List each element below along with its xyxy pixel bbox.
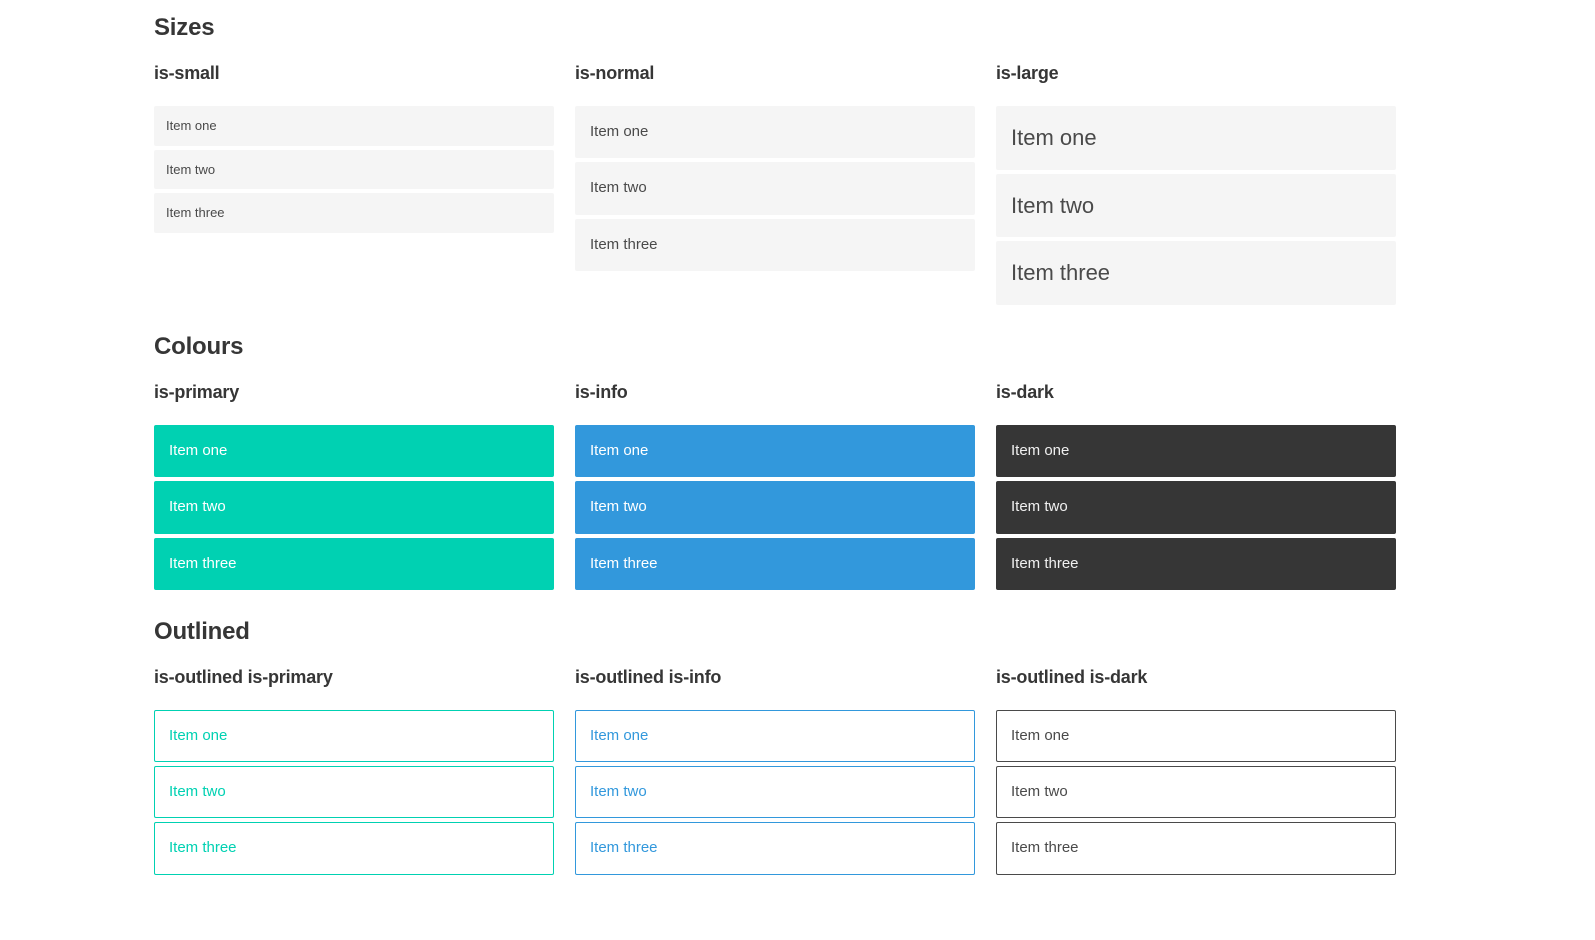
list-item: Item two xyxy=(575,481,975,534)
list-item: Item three xyxy=(154,537,554,590)
section-outlined: Outlined is-outlined is-primary Item one… xyxy=(154,618,1396,879)
group-label: is-dark xyxy=(996,382,1054,403)
column-is-large: is-large Item one Item two Item three xyxy=(996,63,1396,309)
list-item: Item one xyxy=(154,425,554,478)
list-item: Item two xyxy=(575,766,975,819)
block-list: Item one Item two Item three xyxy=(575,425,975,590)
list-item: Item three xyxy=(996,537,1396,590)
column-is-outlined-is-dark: is-outlined is-dark Item one Item two It… xyxy=(996,667,1396,879)
list-item: Item one xyxy=(575,425,975,478)
list-item: Item one xyxy=(996,709,1396,763)
group-label: is-normal xyxy=(575,63,655,83)
column-is-small: is-small Item one Item two Item three xyxy=(154,63,554,309)
columns-row: is-primary Item one Item two Item three … xyxy=(154,382,1396,594)
list-item: Item two xyxy=(996,481,1396,534)
block-list: Item one Item two Item three xyxy=(154,709,554,875)
list-item: Item two xyxy=(996,173,1396,238)
group-label: is-outlined is-dark xyxy=(996,666,1148,687)
list-item: Item one xyxy=(575,106,975,159)
list-item: Item three xyxy=(575,537,975,590)
list-item: Item one xyxy=(996,425,1396,478)
section-sizes: Sizes is-small Item one Item two Item th… xyxy=(154,14,1396,309)
section-title: Outlined xyxy=(154,617,250,645)
group-label: is-small xyxy=(154,63,220,83)
list-item: Item one xyxy=(154,106,554,146)
group-label: is-outlined is-primary xyxy=(154,666,333,687)
list-item: Item two xyxy=(154,481,554,534)
block-list: Item one Item two Item three xyxy=(996,106,1396,306)
section-title: Colours xyxy=(154,333,244,361)
list-item: Item one xyxy=(575,709,975,763)
list-item: Item two xyxy=(154,149,554,190)
list-item: Item two xyxy=(996,766,1396,819)
block-list: Item one Item two Item three xyxy=(575,106,975,271)
columns-row: is-outlined is-primary Item one Item two… xyxy=(154,667,1396,879)
column-is-outlined-is-info: is-outlined is-info Item one Item two It… xyxy=(575,667,975,879)
columns-row: is-small Item one Item two Item three is… xyxy=(154,63,1396,309)
group-label: is-info xyxy=(575,382,628,403)
group-label: is-primary xyxy=(154,382,240,403)
block-list: Item one Item two Item three xyxy=(996,425,1396,590)
list-item: Item two xyxy=(575,162,975,215)
page: Sizes is-small Item one Item two Item th… xyxy=(154,14,1396,879)
column-is-primary: is-primary Item one Item two Item three xyxy=(154,382,554,594)
group-label: is-outlined is-info xyxy=(575,666,722,687)
list-item: Item three xyxy=(575,822,975,875)
list-item: Item one xyxy=(154,709,554,763)
list-item: Item two xyxy=(154,766,554,819)
section-title: Sizes xyxy=(154,14,215,41)
column-is-dark: is-dark Item one Item two Item three xyxy=(996,382,1396,594)
list-item: Item three xyxy=(154,822,554,875)
column-is-normal: is-normal Item one Item two Item three xyxy=(575,63,975,309)
block-list: Item one Item two Item three xyxy=(996,709,1396,875)
group-label: is-large xyxy=(996,63,1059,83)
list-item: Item three xyxy=(996,241,1396,306)
list-item: Item one xyxy=(996,106,1396,170)
block-list: Item one Item two Item three xyxy=(154,106,554,233)
column-is-info: is-info Item one Item two Item three xyxy=(575,382,975,594)
list-item: Item three xyxy=(154,193,554,233)
column-is-outlined-is-primary: is-outlined is-primary Item one Item two… xyxy=(154,667,554,879)
section-colours: Colours is-primary Item one Item two Ite… xyxy=(154,333,1396,594)
list-item: Item three xyxy=(575,218,975,271)
list-item: Item three xyxy=(996,822,1396,875)
block-list: Item one Item two Item three xyxy=(575,709,975,875)
block-list: Item one Item two Item three xyxy=(154,425,554,590)
